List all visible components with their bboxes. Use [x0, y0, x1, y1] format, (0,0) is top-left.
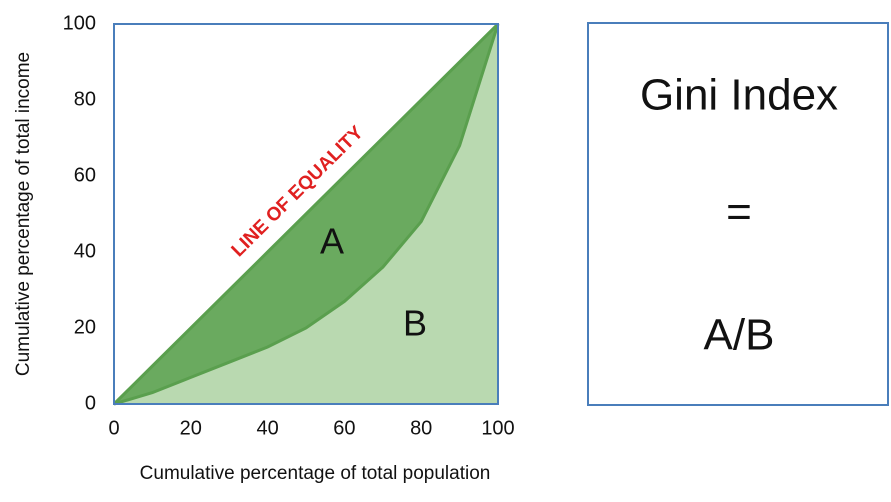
x-tick-label: 40	[256, 417, 278, 439]
plot-frame	[113, 23, 499, 405]
y-tick-label: 40	[74, 240, 96, 262]
x-tick-label: 60	[333, 417, 355, 439]
formula-expression: A/B	[704, 311, 775, 360]
formula-box	[587, 22, 889, 406]
x-tick-label: 80	[410, 417, 432, 439]
line	[112, 22, 500, 406]
plot	[112, 22, 500, 406]
line	[113, 23, 500, 406]
y-tick-label: 60	[74, 164, 96, 186]
formula-title: Gini Index	[640, 71, 838, 120]
y-tick-label: 80	[74, 88, 96, 110]
area	[114, 24, 498, 404]
area-label: A	[320, 221, 344, 262]
x-tick-label: 0	[108, 417, 119, 439]
formula-equals: =	[726, 188, 752, 237]
x-axis-title: Cumulative percentage of total populatio…	[140, 463, 491, 484]
area-label: B	[403, 303, 427, 344]
x-tick-label: 100	[481, 417, 514, 439]
y-axis-title: Cumulative percentage of total income	[13, 52, 34, 376]
y-tick-label: 100	[63, 12, 96, 34]
y-tick-label: 20	[74, 316, 96, 338]
x-tick-label: 20	[180, 417, 202, 439]
y-tick-label: 0	[85, 392, 96, 414]
